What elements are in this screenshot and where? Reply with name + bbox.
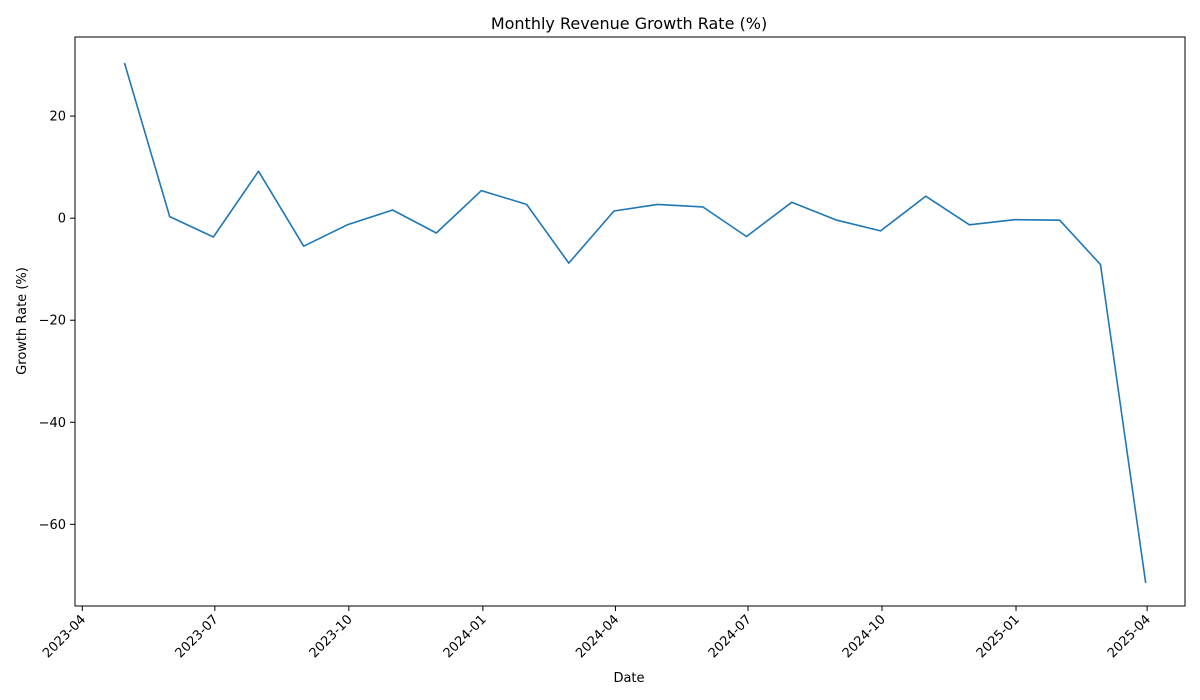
y-tick-label: 0 <box>58 212 66 227</box>
plot-frame <box>74 36 1186 607</box>
x-axis-label: Date <box>613 671 644 686</box>
y-axis-label: Growth Rate (%) <box>15 267 30 375</box>
y-tick-label: −40 <box>39 416 66 431</box>
y-tick-label: −20 <box>39 314 66 329</box>
y-tick-label: −60 <box>39 518 66 533</box>
chart-title: Monthly Revenue Growth Rate (%) <box>491 14 767 33</box>
y-axis-ticks: 20 0 −20 −40 −60 <box>39 110 75 533</box>
y-tick-label: 20 <box>49 110 66 125</box>
series-line <box>123 62 1147 584</box>
